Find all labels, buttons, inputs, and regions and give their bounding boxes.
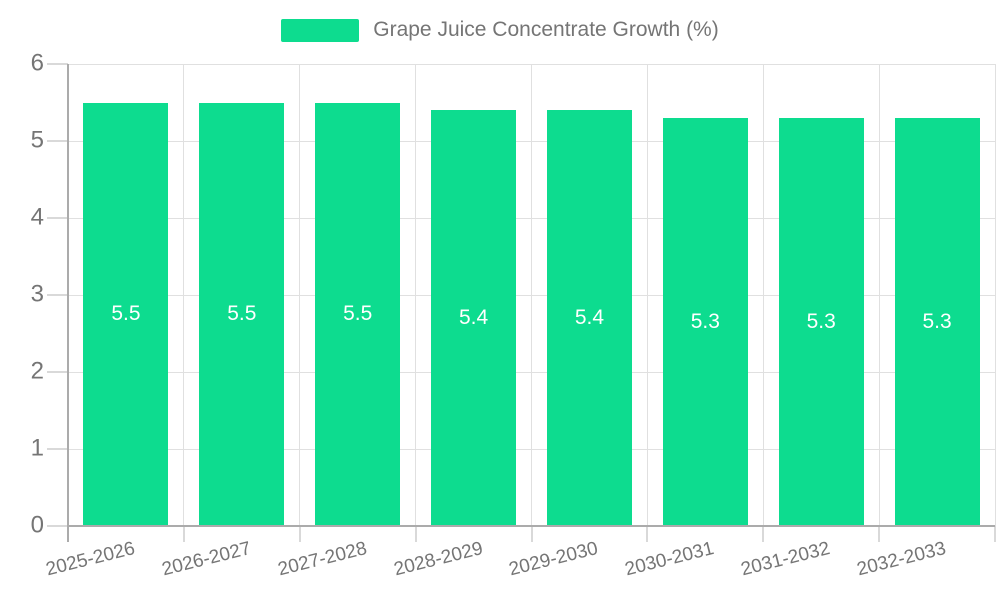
bar-value-label: 5.5	[111, 302, 141, 326]
v-gridline	[415, 64, 417, 526]
y-tick-label: 3	[30, 280, 44, 308]
v-gridline	[531, 64, 532, 526]
legend-swatch	[281, 18, 360, 42]
v-gridline	[299, 64, 301, 526]
y-axis-line	[67, 64, 69, 542]
bar: 5.4	[431, 110, 517, 526]
bar: 5.3	[662, 117, 748, 526]
x-axis-tick	[994, 526, 996, 542]
bar: 5.5	[83, 102, 169, 526]
y-tick-label: 6	[30, 49, 44, 77]
bar: 5.5	[199, 102, 285, 526]
y-tick-label: 1	[30, 434, 44, 462]
v-gridline	[183, 64, 185, 526]
x-axis-line	[68, 525, 995, 527]
y-axis-tick	[47, 371, 68, 373]
x-axis-tick	[182, 526, 185, 542]
bar-value-label: 5.3	[922, 309, 952, 333]
y-axis-tick	[47, 448, 68, 450]
bar-value-label: 5.5	[227, 302, 257, 326]
bar: 5.5	[315, 102, 401, 526]
x-axis-tick	[878, 526, 881, 542]
v-gridline	[762, 64, 764, 526]
bar-value-label: 5.4	[458, 306, 489, 330]
bar: 5.4	[546, 110, 632, 526]
bar: 5.3	[778, 117, 864, 526]
y-axis-tick	[47, 63, 68, 65]
y-tick-label: 4	[30, 203, 44, 231]
y-axis-tick	[47, 294, 68, 296]
y-tick-label: 2	[30, 357, 44, 385]
x-axis-tick	[762, 526, 765, 542]
y-axis-tick	[47, 525, 68, 527]
legend-item[interactable]: Grape Juice Concentrate Growth (%)	[0, 18, 1000, 42]
x-axis-tick	[646, 526, 649, 542]
y-tick-label: 0	[30, 511, 44, 539]
x-axis-tick	[298, 526, 301, 542]
bar-value-label: 5.5	[343, 302, 373, 326]
y-axis-tick	[47, 140, 68, 142]
legend-label: Grape Juice Concentrate Growth (%)	[373, 18, 719, 41]
x-axis-tick	[414, 526, 417, 542]
v-gridline	[994, 64, 996, 526]
x-axis-tick	[530, 526, 533, 542]
y-tick-label: 5	[30, 126, 44, 154]
y-axis-tick	[47, 217, 68, 219]
v-gridline	[646, 64, 648, 526]
bar-value-label: 5.3	[806, 309, 836, 333]
bar-value-label: 5.4	[574, 306, 605, 330]
v-gridline	[878, 64, 880, 526]
bar-value-label: 5.3	[690, 309, 720, 333]
bar: 5.3	[894, 117, 980, 526]
